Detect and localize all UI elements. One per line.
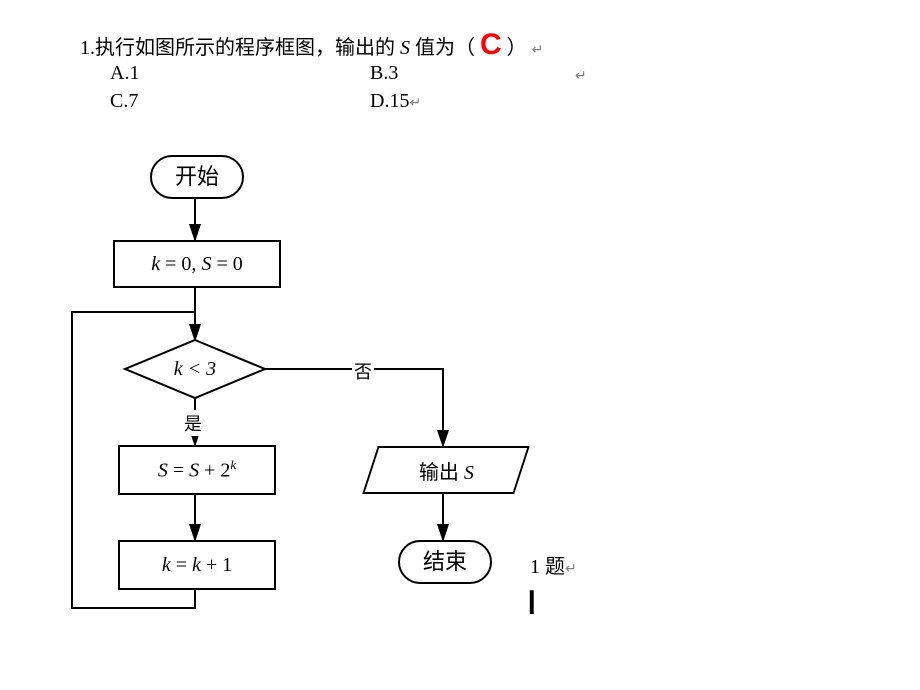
flow-output-pre: 输出 [419, 462, 464, 484]
choice-a-label: A.1 [110, 62, 139, 84]
choice-d-label: D.15 [370, 90, 409, 112]
question-suffix1: 值为（ [415, 37, 475, 59]
question-variable: S [400, 37, 410, 59]
flow-end: 结束 [398, 540, 492, 584]
page-container: 1.执行如图所示的程序框图，输出的 S 值为（ C ） ↵ A.1 B.3 ↵ … [0, 0, 920, 690]
choice-c: C.7 [110, 90, 138, 113]
choice-b-label: B.3 [370, 62, 398, 84]
flow-end-label: 结束 [423, 551, 467, 573]
figure-caption-text: 1 题 [530, 556, 565, 578]
flow-decision-label: k < 3 [125, 358, 265, 381]
flow-output-var: S [464, 462, 474, 484]
text-cursor: ▎ [530, 590, 545, 615]
flow-output-label: 输出 S [419, 456, 474, 485]
return-icon: ↵ [565, 562, 577, 577]
flow-start: 开始 [150, 155, 244, 199]
return-icon: ↵ [575, 68, 587, 85]
figure-caption: 1 题↵ [530, 550, 577, 579]
flow-assign-s-label: S = S + 2k [158, 457, 236, 483]
flow-init-label: k = 0, S = 0 [151, 253, 242, 276]
flow-assign-k: k = k + 1 [118, 540, 276, 590]
choice-b: B.3 [370, 62, 398, 85]
flow-output: 输出 S [362, 446, 530, 494]
choice-d: D.15↵ [370, 90, 421, 113]
choice-a: A.1 [110, 62, 139, 85]
flow-assign-k-label: k = k + 1 [162, 554, 232, 577]
choice-c-label: C.7 [110, 90, 138, 112]
return-icon: ↵ [409, 96, 421, 111]
question-prefix: 1.执行如图所示的程序框图，输出的 [80, 37, 395, 59]
question-suffix2: ） [507, 37, 527, 59]
flow-assign-s: S = S + 2k [118, 445, 276, 495]
edge-label-yes: 是 [182, 410, 204, 436]
cursor-glyph: ▎ [530, 592, 545, 614]
question-line: 1.执行如图所示的程序框图，输出的 S 值为（ C ） ↵ [80, 28, 543, 62]
answer-letter: C [480, 28, 502, 61]
flow-start-label: 开始 [175, 166, 219, 188]
edge-label-no: 否 [352, 358, 374, 384]
return-icon: ↵ [532, 43, 544, 58]
flow-decision: k < 3 [125, 340, 265, 398]
flow-init: k = 0, S = 0 [113, 240, 281, 288]
